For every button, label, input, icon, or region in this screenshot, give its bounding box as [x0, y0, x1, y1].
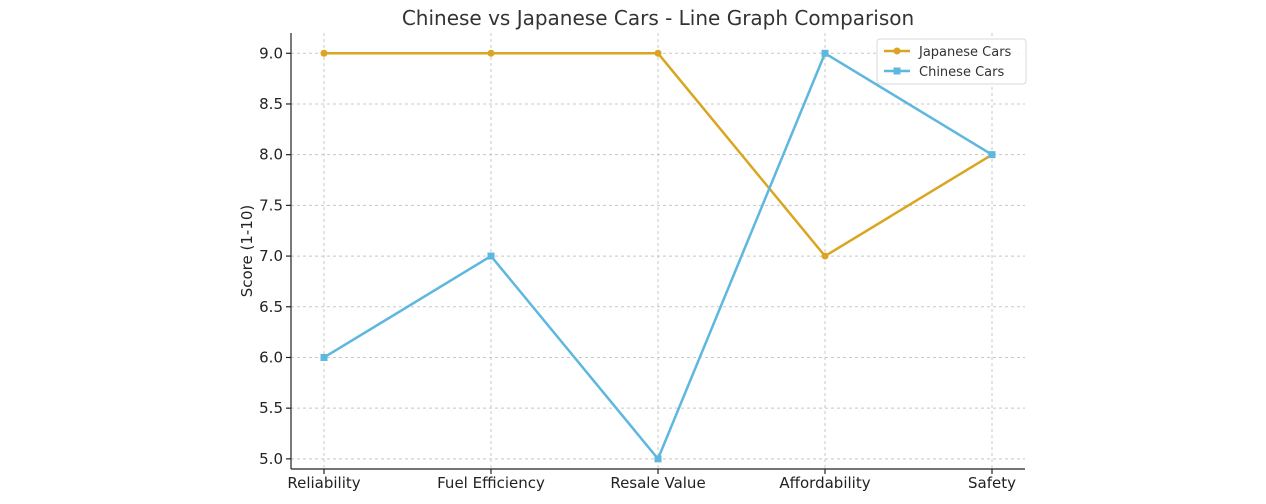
- y-tick-label: 8.0: [259, 146, 283, 164]
- y-tick-label: 6.5: [259, 298, 283, 316]
- legend-entry-chinese: Chinese Cars: [884, 65, 1004, 80]
- y-axis-ticks: 5.0 5.5 6.0 6.5 7.0 7.5 8.0 8.5 9.0: [259, 44, 291, 468]
- series-chinese-cars: [320, 49, 996, 463]
- y-tick-label: 6.0: [259, 348, 283, 366]
- grid: [291, 33, 1025, 469]
- data-point-japanese-cars: [821, 252, 829, 260]
- y-tick-label: 8.5: [259, 95, 283, 113]
- x-tick-label: Reliability: [287, 474, 360, 492]
- legend-entry-japanese: Japanese Cars: [884, 45, 1012, 60]
- legend: Japanese Cars Chinese Cars: [876, 38, 1027, 85]
- data-point-chinese-cars: [320, 353, 328, 361]
- y-tick-label: 7.5: [259, 196, 283, 214]
- y-tick-label: 9.0: [259, 44, 283, 62]
- y-axis-label: Score (1-10): [238, 205, 256, 298]
- data-point-chinese-cars: [487, 252, 495, 260]
- series-group: [320, 49, 996, 463]
- x-tick-label: Resale Value: [610, 474, 705, 492]
- chart-title: Chinese vs Japanese Cars - Line Graph Co…: [402, 6, 914, 30]
- data-point-chinese-cars: [988, 151, 996, 159]
- data-point-japanese-cars: [320, 49, 328, 57]
- legend-label-chinese: Chinese Cars: [919, 65, 1004, 80]
- x-tick-label: Safety: [968, 474, 1016, 492]
- legend-frame: [876, 38, 1027, 85]
- data-point-japanese-cars: [654, 49, 662, 57]
- data-point-japanese-cars: [487, 49, 495, 57]
- data-point-chinese-cars: [654, 455, 662, 463]
- y-tick-label: 5.0: [259, 450, 283, 468]
- y-tick-label: 5.5: [259, 399, 283, 417]
- x-axis-ticks: Reliability Fuel Efficiency Resale Value Af…: [287, 469, 1016, 492]
- data-point-chinese-cars: [821, 49, 829, 57]
- y-tick-label: 7.0: [259, 247, 283, 265]
- x-tick-label: Fuel Efficiency: [437, 474, 545, 492]
- legend-label-japanese: Japanese Cars: [918, 45, 1012, 60]
- x-tick-label: Affordability: [779, 474, 870, 492]
- legend-marker-chinese: [893, 67, 901, 75]
- legend-marker-japanese: [893, 47, 901, 55]
